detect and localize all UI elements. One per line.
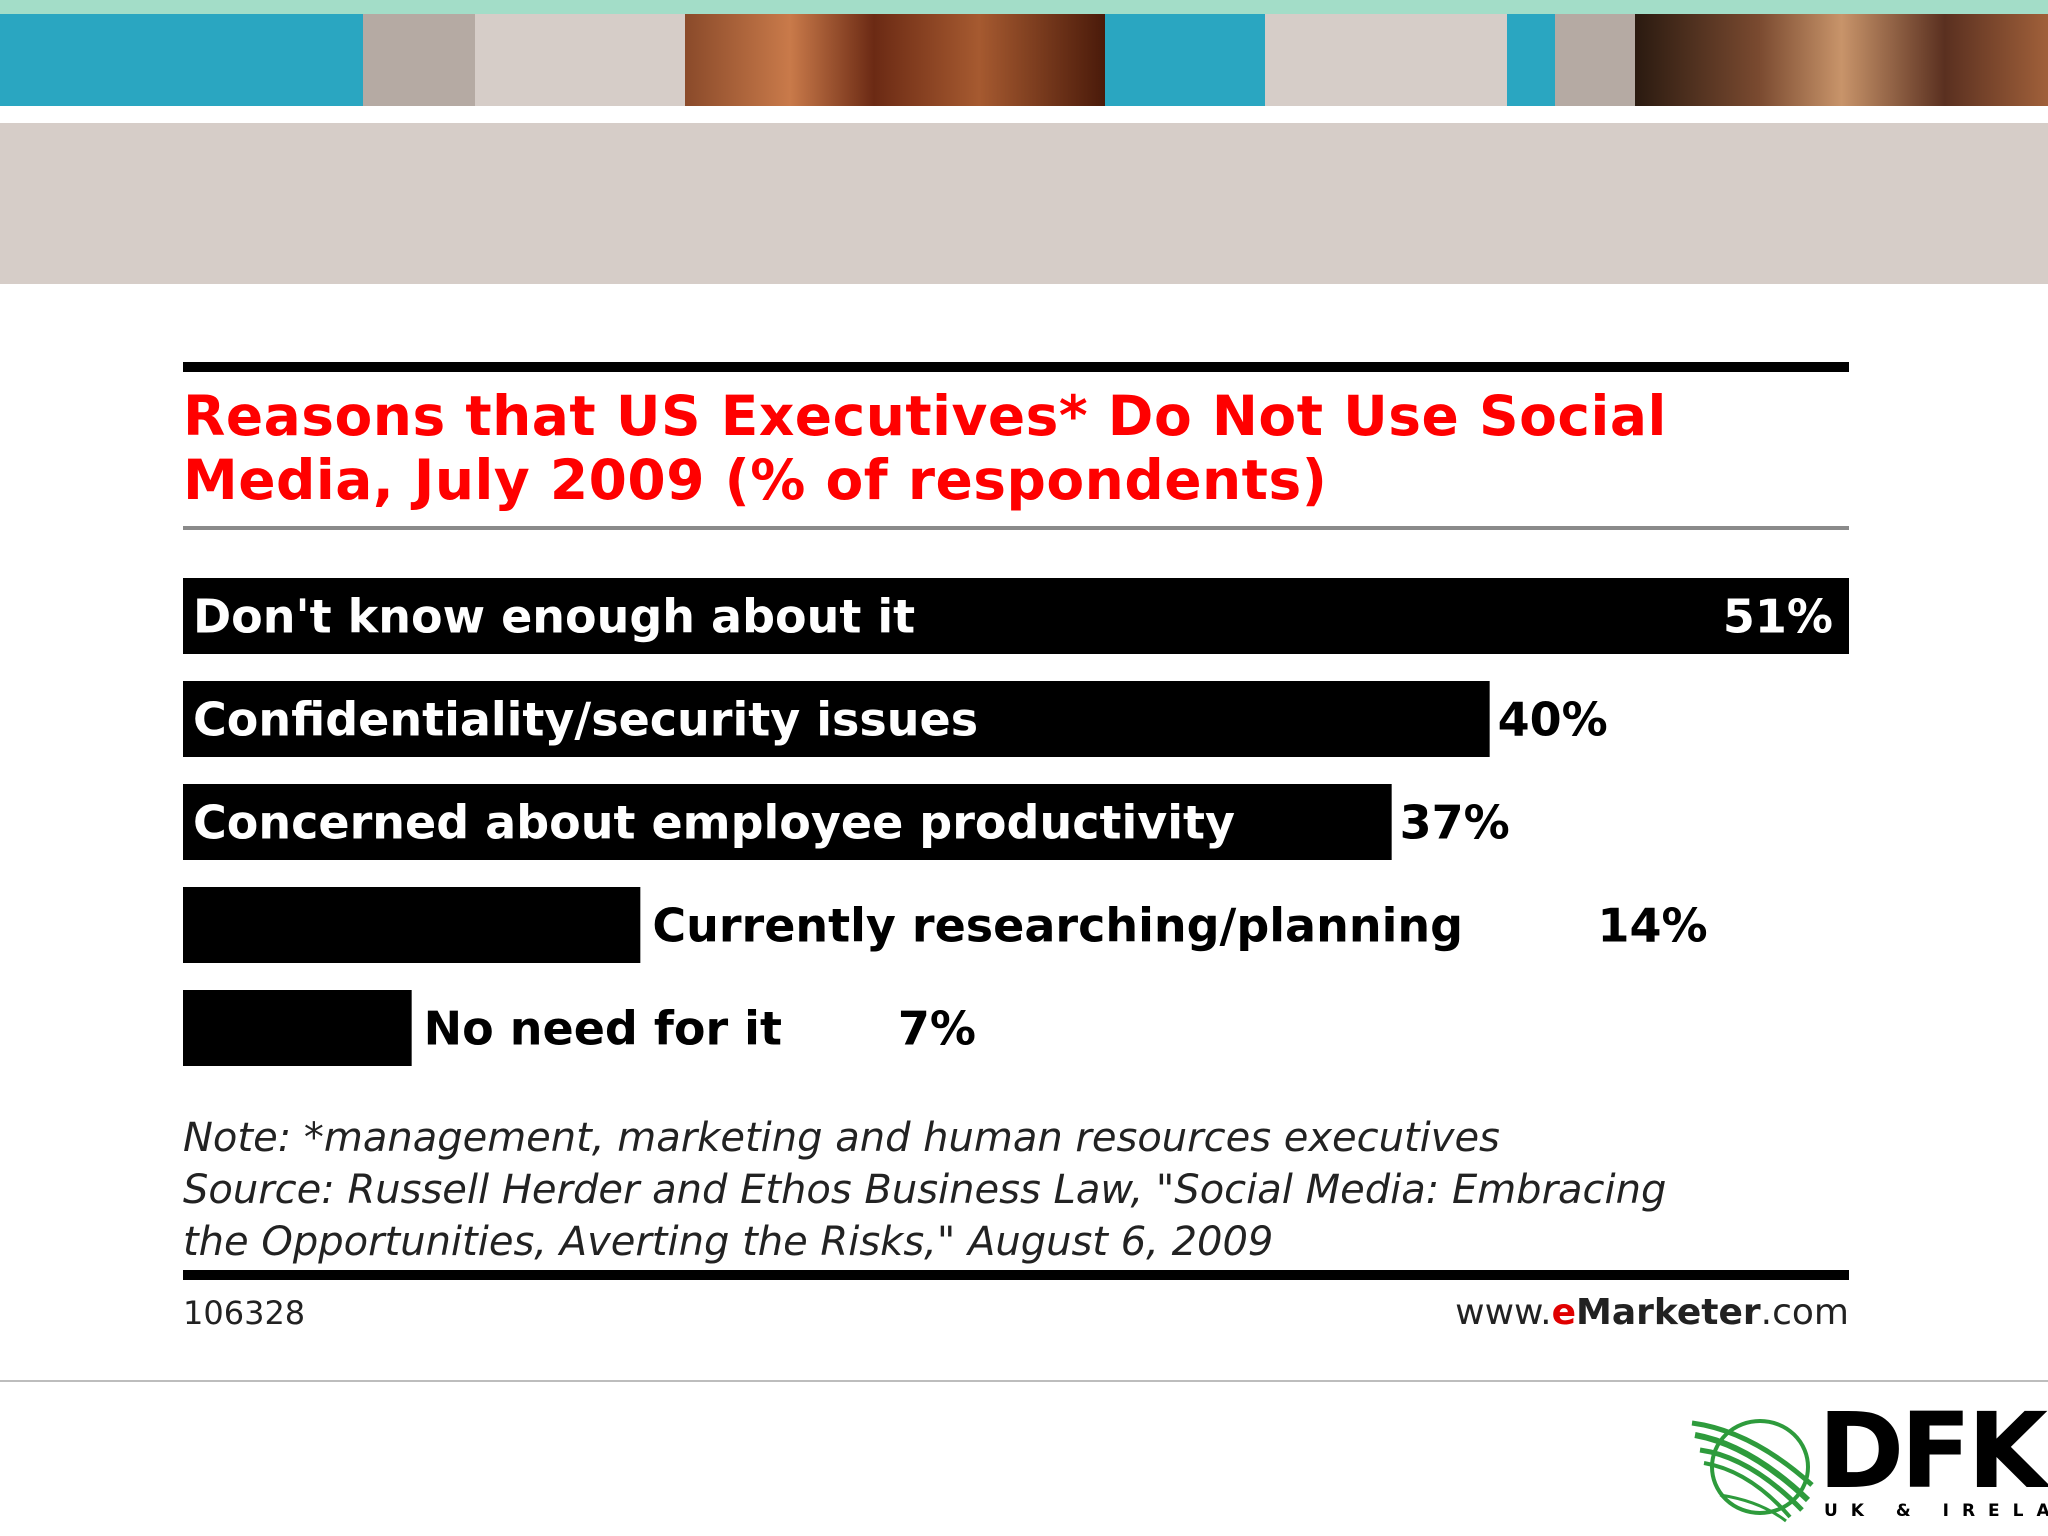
category-label: Currently researching/planning <box>652 899 1463 953</box>
header-banner <box>0 0 2048 126</box>
category-label: Concerned about employee productivity <box>193 796 1235 850</box>
banner-photo-hands <box>1635 14 2048 106</box>
note-line: Note: *management, marketing and human r… <box>183 1115 1500 1161</box>
banner-light-block <box>475 14 685 106</box>
globe-swoosh-icon <box>1691 1419 1814 1523</box>
banner-taupe-block <box>1555 14 1635 106</box>
banner-teal-block <box>0 14 363 106</box>
category-label: No need for it <box>424 1002 782 1056</box>
banner-light-block <box>1265 14 1507 106</box>
brand-prefix: www. <box>1455 1292 1552 1333</box>
category-label: Don't know enough about it <box>193 590 915 644</box>
chart-id: 106328 <box>183 1294 306 1332</box>
value-label: 51% <box>1723 590 1833 644</box>
bar <box>183 681 1490 757</box>
value-label: 40% <box>1498 693 1608 747</box>
chart-top-rule <box>183 362 1849 372</box>
chart-title: Reasons that US Executives* Do Not Use S… <box>183 384 1667 512</box>
banner-photo-reading <box>685 14 1105 106</box>
brand-marketer: Marketer <box>1576 1292 1761 1333</box>
source-line: Source: Russell Herder and Ethos Busines… <box>183 1167 1667 1213</box>
banner-taupe-block <box>363 14 475 106</box>
chart-bottom-rule <box>183 1270 1849 1280</box>
brand-e: e <box>1551 1292 1577 1333</box>
bar <box>183 578 1849 654</box>
logo-wordmark: DFK <box>1818 1390 2048 1512</box>
banner-teal-block <box>1507 14 1555 106</box>
banner-gap <box>0 106 2048 123</box>
dfk-logo: DFK UK & IRELAND <box>1690 1399 2048 1525</box>
slide-bottom-rule <box>0 1380 2048 1382</box>
value-label: 37% <box>1400 796 1510 850</box>
chart-notes: Note: *management, marketing and human r… <box>183 1112 1849 1268</box>
brand-suffix: .com <box>1760 1292 1849 1333</box>
value-label: 7% <box>898 1002 976 1056</box>
emarketer-brand: www.eMarketer.com <box>1455 1292 1849 1333</box>
value-label: 14% <box>1598 899 1708 953</box>
title-divider <box>183 526 1849 530</box>
title-band <box>0 123 2048 284</box>
banner-teal-block <box>1105 14 1265 106</box>
bar-plot: Don't know enough about it 51% Confidentia… <box>183 578 1849 1066</box>
bar <box>183 990 412 1066</box>
bar <box>183 887 641 963</box>
category-label: Confidentiality/security issues <box>193 693 978 747</box>
bar <box>183 784 1392 860</box>
logo-subtitle: UK & IRELAND <box>1824 1501 2048 1521</box>
banner-mint-strip <box>0 0 2048 14</box>
source-line: the Opportunities, Averting the Risks," … <box>183 1219 1274 1265</box>
